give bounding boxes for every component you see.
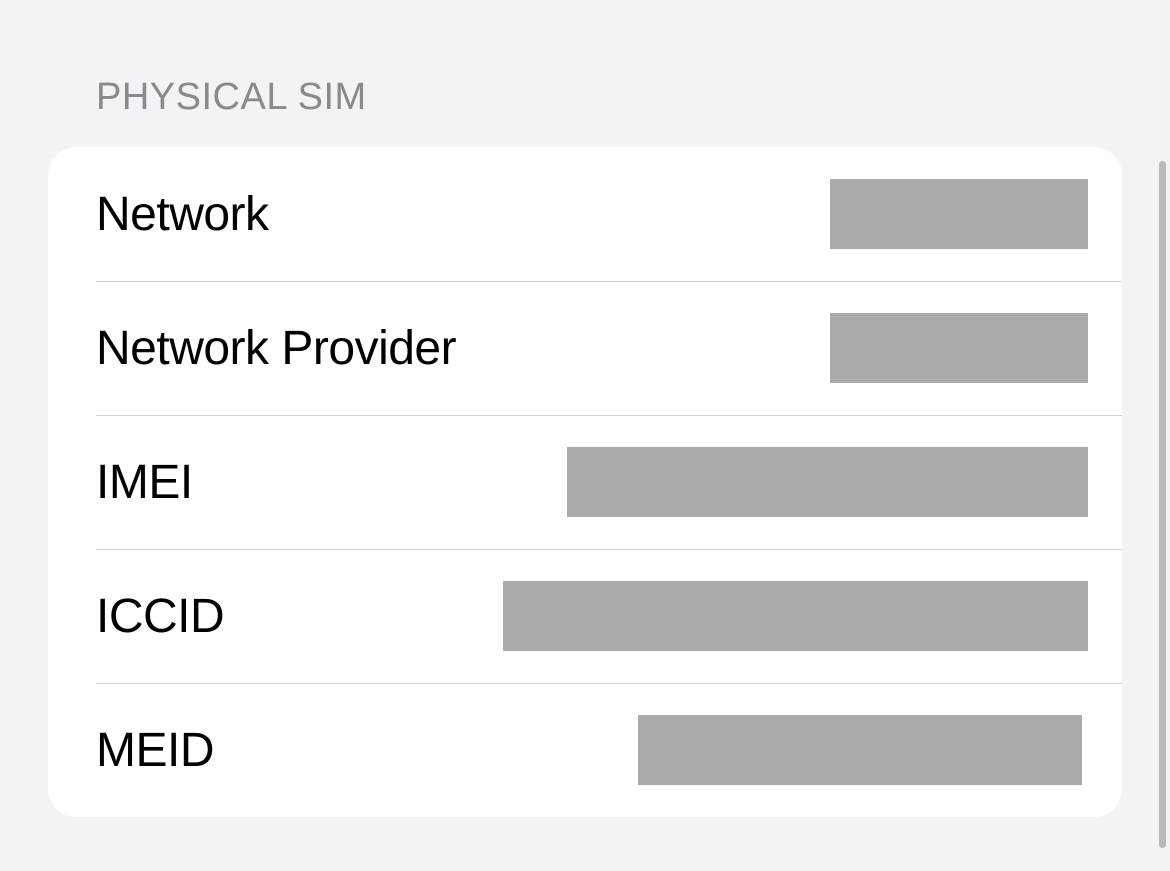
- row-network-value-redacted: [830, 179, 1088, 249]
- row-network[interactable]: Network: [48, 147, 1122, 281]
- scrollbar[interactable]: [1159, 161, 1166, 848]
- row-meid[interactable]: MEID: [48, 683, 1122, 817]
- row-iccid-label: ICCID: [96, 589, 224, 644]
- row-meid-value-redacted: [638, 715, 1082, 785]
- row-iccid[interactable]: ICCID: [48, 549, 1122, 683]
- row-network-label: Network: [96, 187, 269, 242]
- settings-section: PHYSICAL SIM Network Network Provider IM…: [0, 0, 1170, 817]
- settings-card: Network Network Provider IMEI ICCID MEID: [48, 147, 1122, 817]
- section-header: PHYSICAL SIM: [48, 76, 1122, 147]
- row-imei-value-redacted: [567, 447, 1088, 517]
- row-network-provider-value-redacted: [830, 313, 1088, 383]
- row-imei[interactable]: IMEI: [48, 415, 1122, 549]
- row-network-provider-label: Network Provider: [96, 321, 456, 376]
- row-meid-label: MEID: [96, 723, 214, 778]
- row-iccid-value-redacted: [503, 581, 1088, 651]
- row-imei-label: IMEI: [96, 455, 193, 510]
- row-network-provider[interactable]: Network Provider: [48, 281, 1122, 415]
